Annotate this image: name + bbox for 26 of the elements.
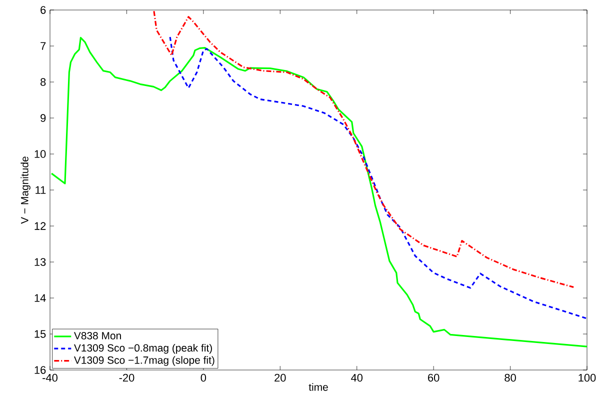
- y-tick-label: 16: [34, 366, 46, 374]
- x-tick-label: -40: [42, 374, 58, 382]
- legend-label: V1309 Sco −1.7mag (slope fit): [74, 356, 214, 366]
- y-tick-label: 15: [34, 330, 46, 338]
- y-tick-label: 13: [34, 258, 46, 266]
- x-tick-label: 60: [428, 374, 440, 382]
- line-series: [169, 36, 588, 320]
- x-tick-label: 40: [351, 374, 363, 382]
- y-tick-label: 7: [40, 42, 46, 50]
- y-tick-label: 10: [34, 150, 46, 158]
- y-tick-label: 9: [40, 114, 46, 122]
- x-tick-label: 20: [274, 374, 286, 382]
- x-tick-label: 100: [578, 374, 596, 382]
- y-tick-label: 12: [34, 222, 46, 230]
- y-tick-label: 14: [34, 294, 46, 302]
- x-tick-label: 80: [504, 374, 516, 382]
- x-axis-title: time: [308, 383, 328, 391]
- y-axis-title: V − Magnitude: [20, 156, 30, 224]
- legend-label: V1309 Sco −0.8mag (peak fit): [74, 344, 212, 354]
- x-tick-label: 0: [200, 374, 206, 382]
- x-tick-label: -20: [119, 374, 134, 382]
- legend-label: V838 Mon: [74, 332, 121, 340]
- y-tick-label: 11: [36, 186, 46, 194]
- y-tick-label: 8: [40, 78, 46, 86]
- line-series: [153, 10, 574, 288]
- y-tick-label: 6: [40, 6, 46, 14]
